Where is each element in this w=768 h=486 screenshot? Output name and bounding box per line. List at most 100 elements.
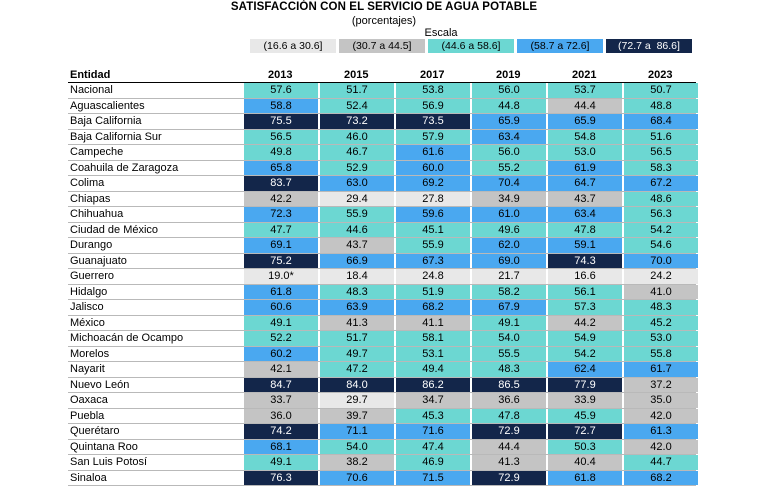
value-cell: 52.9 [320, 161, 394, 176]
value-cell: 65.9 [548, 114, 622, 129]
value-cell: 51.6 [624, 130, 698, 145]
value-cell: 70.6 [320, 471, 394, 486]
value-cell: 62.0 [472, 238, 546, 253]
value-cell: 44.4 [472, 440, 546, 455]
value-cell: 40.4 [548, 455, 622, 470]
legend-swatch-5: (72.7 a 86.6] [606, 39, 692, 53]
header-year-2019: 2019 [496, 68, 520, 82]
value-cell: 72.3 [244, 207, 318, 222]
value-cell: 46.0 [320, 130, 394, 145]
value-cell: 58.2 [472, 285, 546, 300]
value-cell: 84.7 [244, 378, 318, 393]
value-cell: 55.5 [472, 347, 546, 362]
value-cell: 36.0 [244, 409, 318, 424]
value-cell: 44.8 [472, 99, 546, 114]
value-cell: 51.7 [320, 331, 394, 346]
value-cell: 69.0 [472, 254, 546, 269]
value-cell: 51.7 [320, 83, 394, 98]
entity-name: Baja California [70, 114, 142, 130]
value-cell: 74.3 [548, 254, 622, 269]
value-cell: 59.1 [548, 238, 622, 253]
legend-swatch-4: (58.7 a 72.6] [517, 39, 603, 53]
entity-name: Quintana Roo [70, 440, 138, 456]
entity-name: México [70, 316, 105, 332]
value-cell: 77.9 [548, 378, 622, 393]
value-cell: 42.2 [244, 192, 318, 207]
value-cell: 55.9 [320, 207, 394, 222]
value-cell: 47.8 [548, 223, 622, 238]
entity-name: Campeche [70, 145, 123, 161]
value-cell: 53.0 [548, 145, 622, 160]
value-cell: 53.1 [396, 347, 470, 362]
value-cell: 47.2 [320, 362, 394, 377]
value-cell: 56.0 [472, 145, 546, 160]
entity-name: Querétaro [70, 424, 120, 440]
value-cell: 69.1 [244, 238, 318, 253]
value-cell: 33.9 [548, 393, 622, 408]
value-cell: 50.7 [624, 83, 698, 98]
value-cell: 57.9 [396, 130, 470, 145]
value-cell: 54.6 [624, 238, 698, 253]
value-cell: 57.3 [548, 300, 622, 315]
value-cell: 73.5 [396, 114, 470, 129]
value-cell: 38.2 [320, 455, 394, 470]
value-cell: 45.9 [548, 409, 622, 424]
value-cell: 71.1 [320, 424, 394, 439]
value-cell: 61.7 [624, 362, 698, 377]
entity-name: Durango [70, 238, 112, 254]
value-cell: 49.1 [244, 455, 318, 470]
value-cell: 29.7 [320, 393, 394, 408]
value-cell: 55.2 [472, 161, 546, 176]
value-cell: 47.7 [244, 223, 318, 238]
header-year-2015: 2015 [344, 68, 368, 82]
header-year-2023: 2023 [648, 68, 672, 82]
value-cell: 46.9 [396, 455, 470, 470]
value-cell: 42.1 [244, 362, 318, 377]
value-cell: 18.4 [320, 269, 394, 284]
value-cell: 49.7 [320, 347, 394, 362]
color-scale-legend: (16.6 a 30.6] (30.7 a 44.5] (44.6 a 58.6… [250, 39, 692, 53]
value-cell: 56.1 [548, 285, 622, 300]
value-cell: 63.4 [472, 130, 546, 145]
entity-name: Guerrero [70, 269, 114, 285]
value-cell: 63.0 [320, 176, 394, 191]
value-cell: 71.5 [396, 471, 470, 486]
value-cell: 16.6 [548, 269, 622, 284]
value-cell: 76.3 [244, 471, 318, 486]
value-cell: 56.5 [624, 145, 698, 160]
value-cell: 67.9 [472, 300, 546, 315]
value-cell: 34.9 [472, 192, 546, 207]
value-cell: 19.0* [244, 269, 318, 284]
scale-label: Escala [411, 27, 471, 39]
header-year-2013: 2013 [268, 68, 292, 82]
value-cell: 58.8 [244, 99, 318, 114]
value-cell: 48.6 [624, 192, 698, 207]
table-header: Entidad 2013 2015 2017 2019 2021 2023 [68, 68, 696, 83]
value-cell: 56.9 [396, 99, 470, 114]
entity-name: Hidalgo [70, 285, 107, 301]
entity-name: Jalisco [70, 300, 104, 316]
value-cell: 37.2 [624, 378, 698, 393]
value-cell: 49.6 [472, 223, 546, 238]
value-cell: 52.4 [320, 99, 394, 114]
entity-name: Sinaloa [70, 471, 107, 486]
value-cell: 54.0 [472, 331, 546, 346]
value-cell: 69.2 [396, 176, 470, 191]
value-cell: 54.8 [548, 130, 622, 145]
value-cell: 57.6 [244, 83, 318, 98]
value-cell: 60.6 [244, 300, 318, 315]
